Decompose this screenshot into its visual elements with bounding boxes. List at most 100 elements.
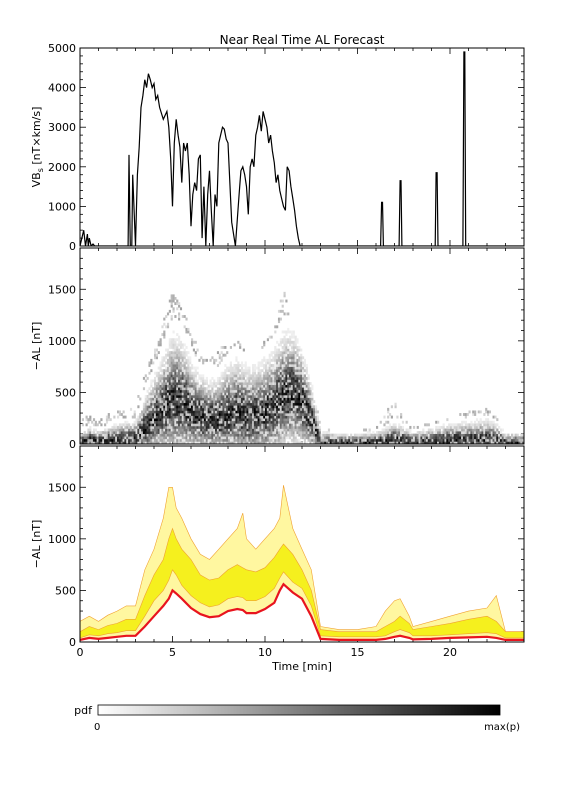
pdf-cell	[148, 395, 151, 398]
pdf-cell	[239, 397, 242, 401]
pdf-cell	[224, 407, 227, 411]
pdf-cell	[296, 402, 299, 406]
pdf-cell	[133, 423, 136, 427]
pdf-cell	[266, 407, 269, 411]
pdf-cell	[176, 307, 179, 311]
pdf-cell	[272, 428, 275, 432]
pdf-cell	[237, 379, 240, 383]
pdf-cell	[283, 418, 286, 422]
pdf-cell	[215, 392, 218, 396]
pdf-cell	[194, 340, 197, 344]
pdf-cell	[333, 438, 336, 442]
pdf-cell	[178, 420, 181, 424]
pdf-cell	[414, 436, 417, 440]
pdf-cell	[303, 382, 306, 385]
pdf-cell	[438, 436, 442, 440]
pdf-cell	[163, 374, 166, 378]
pdf-cell	[302, 376, 305, 380]
pdf-cell	[272, 387, 275, 391]
pdf-cell	[285, 425, 288, 429]
pdf-cell	[209, 392, 212, 396]
pdf-cell	[224, 410, 227, 414]
pdf-cell	[366, 436, 369, 440]
pdf-cell	[159, 425, 162, 429]
pdf-cell	[161, 413, 164, 416]
pdf-cell	[135, 438, 138, 442]
pdf-cell	[209, 436, 212, 440]
pdf-cell	[298, 402, 301, 406]
pdf-cell	[205, 438, 208, 442]
pdf-cell	[215, 410, 218, 414]
pdf-cell	[266, 379, 269, 383]
pdf-cell	[146, 428, 149, 432]
pdf-cell	[364, 441, 368, 444]
pdf-cell	[187, 425, 190, 429]
pdf-cell	[157, 402, 160, 406]
pdf-cell	[292, 418, 295, 422]
pdf-cell	[313, 433, 316, 437]
pdf-cell	[414, 438, 417, 442]
pdf-cell	[163, 358, 166, 362]
pdf-cell	[244, 366, 247, 370]
pdf-cell	[200, 356, 203, 360]
pdf-cell	[292, 415, 295, 419]
pdf-cell	[407, 433, 410, 437]
pdf-cell	[92, 433, 96, 437]
pdf-cell	[183, 423, 186, 427]
pdf-cell	[305, 436, 308, 440]
pdf-cell	[425, 441, 429, 444]
pdf-cell	[244, 402, 247, 406]
pdf-cell	[229, 397, 232, 401]
pdf-cell	[398, 431, 401, 434]
pdf-cell	[261, 392, 264, 396]
pdf-cell	[388, 438, 392, 442]
pdf-cell	[165, 410, 168, 414]
pdf-cell	[224, 353, 227, 357]
pdf-cell	[263, 366, 266, 370]
pdf-cell	[261, 346, 264, 349]
pdf-cell	[189, 382, 192, 385]
pdf-cell	[189, 413, 192, 416]
pdf-cell	[474, 433, 477, 437]
pdf-cell	[302, 374, 305, 378]
pdf-cell	[292, 351, 295, 355]
pdf-cell	[281, 438, 284, 442]
pdf-cell	[499, 431, 503, 434]
pdf-cell	[218, 428, 221, 432]
pdf-cell	[252, 423, 255, 427]
pdf-cell	[87, 436, 90, 440]
pdf-cell	[165, 405, 168, 409]
pdf-cell	[363, 436, 366, 440]
pdf-cell	[157, 371, 160, 375]
pdf-cell	[296, 441, 299, 444]
pdf-cell	[172, 371, 175, 375]
pdf-cell	[213, 382, 216, 385]
pdf-cell	[235, 425, 238, 429]
pdf-cell	[216, 376, 220, 380]
pdf-cell	[211, 402, 214, 406]
pdf-cell	[144, 441, 147, 444]
pdf-cell	[244, 392, 247, 396]
pdf-cell	[163, 392, 166, 396]
pdf-cell	[309, 402, 312, 406]
pdf-cell	[448, 441, 451, 444]
pdf-cell	[442, 431, 445, 434]
pdf-cell	[148, 436, 151, 440]
pdf-cell	[211, 395, 214, 398]
pdf-cell	[157, 413, 160, 416]
pdf-cell	[105, 420, 109, 424]
pdf-cell	[192, 410, 195, 414]
pdf-cell	[357, 433, 360, 437]
pdf-cell	[148, 438, 151, 442]
pdf-cell	[263, 418, 266, 422]
pdf-cell	[409, 433, 412, 437]
pdf-cell	[122, 441, 125, 444]
pdf-cell	[124, 441, 127, 444]
pdf-cell	[215, 358, 218, 362]
pdf-cell	[100, 423, 103, 427]
pdf-cell	[207, 415, 210, 419]
pdf-cell	[261, 413, 264, 416]
pdf-cell	[252, 407, 255, 411]
pdf-cell	[268, 407, 271, 411]
pdf-cell	[159, 392, 162, 396]
